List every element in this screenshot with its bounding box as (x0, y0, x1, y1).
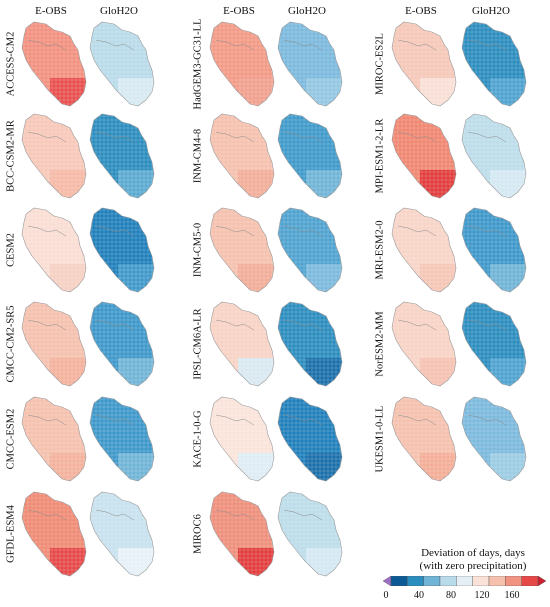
e-obs-map (209, 396, 275, 482)
e-obs-map (21, 396, 87, 482)
gloh2o-map (277, 301, 343, 387)
e-obs-map (391, 113, 457, 199)
gloh2o-map (461, 301, 527, 387)
e-obs-map (209, 301, 275, 387)
e-obs-map (21, 113, 87, 199)
legend-tick-label: 0 (383, 590, 389, 601)
gloh2o-map (277, 21, 343, 107)
model-label: CESM2 (5, 233, 17, 267)
model-label: INM-CM5-0 (192, 222, 204, 278)
e-obs-map (21, 21, 87, 107)
legend-tick-label: 40 (414, 590, 424, 601)
model-label: BCC-CSM2-MR (5, 120, 17, 192)
gloh2o-map (277, 113, 343, 199)
gloh2o-map (89, 396, 155, 482)
column-header-gloh2o: GloH2O (472, 5, 510, 17)
column-header-gloh2o: GloH2O (100, 5, 138, 17)
gloh2o-map (461, 113, 527, 199)
column-header-gloh2o: GloH2O (288, 5, 326, 17)
legend-title-line1: Deviation of days, days (421, 547, 525, 559)
column-header-e-obs: E-OBS (223, 5, 255, 17)
e-obs-map (21, 207, 87, 293)
gloh2o-map (277, 491, 343, 577)
gloh2o-map (89, 113, 155, 199)
gloh2o-map (89, 21, 155, 107)
model-label: GFDL-ESM4 (5, 505, 17, 563)
model-label: MIROC6 (192, 514, 204, 554)
gloh2o-map (461, 207, 527, 293)
e-obs-map (391, 301, 457, 387)
e-obs-map (391, 396, 457, 482)
gloh2o-map (277, 207, 343, 293)
model-label: MIROC-ES2L (374, 33, 386, 95)
e-obs-map (391, 21, 457, 107)
legend-tick-label: 160 (504, 590, 520, 601)
e-obs-map (21, 301, 87, 387)
gloh2o-map (277, 396, 343, 482)
e-obs-map (209, 21, 275, 107)
model-label: MRI-ESM2-0 (374, 220, 386, 280)
model-label: ACCESS-CM2 (5, 31, 17, 97)
e-obs-map (391, 207, 457, 293)
legend-title: Deviation of days, days (with zero precip… (398, 547, 548, 573)
model-label: INM-CM4-8 (192, 128, 204, 184)
e-obs-map (209, 113, 275, 199)
gloh2o-map (89, 207, 155, 293)
gloh2o-map (461, 396, 527, 482)
model-label: IPSL-CM6A-LR (192, 308, 204, 380)
gloh2o-map (461, 21, 527, 107)
model-label: UKESM1-0-LL (374, 405, 386, 473)
model-label: KACE-1-0-G (192, 410, 204, 468)
e-obs-map (21, 491, 87, 577)
legend-colorbar (383, 576, 546, 586)
gloh2o-map (89, 301, 155, 387)
column-header-e-obs: E-OBS (405, 5, 437, 17)
model-label: NorESM2-MM (374, 311, 386, 377)
model-label: MPI-ESM1-2-LR (374, 118, 386, 194)
legend-title-line2: (with zero precipitation) (419, 560, 527, 572)
e-obs-map (209, 207, 275, 293)
legend-tick-label: 120 (474, 590, 490, 601)
model-label: CMCC-CM2-SR5 (5, 305, 17, 383)
legend-tick-label: 80 (446, 590, 456, 601)
e-obs-map (209, 491, 275, 577)
gloh2o-map (89, 491, 155, 577)
model-label: CMCC-ESM2 (5, 408, 17, 470)
model-label: HadGEM3-GC31-LL (192, 18, 204, 110)
column-header-e-obs: E-OBS (35, 5, 67, 17)
